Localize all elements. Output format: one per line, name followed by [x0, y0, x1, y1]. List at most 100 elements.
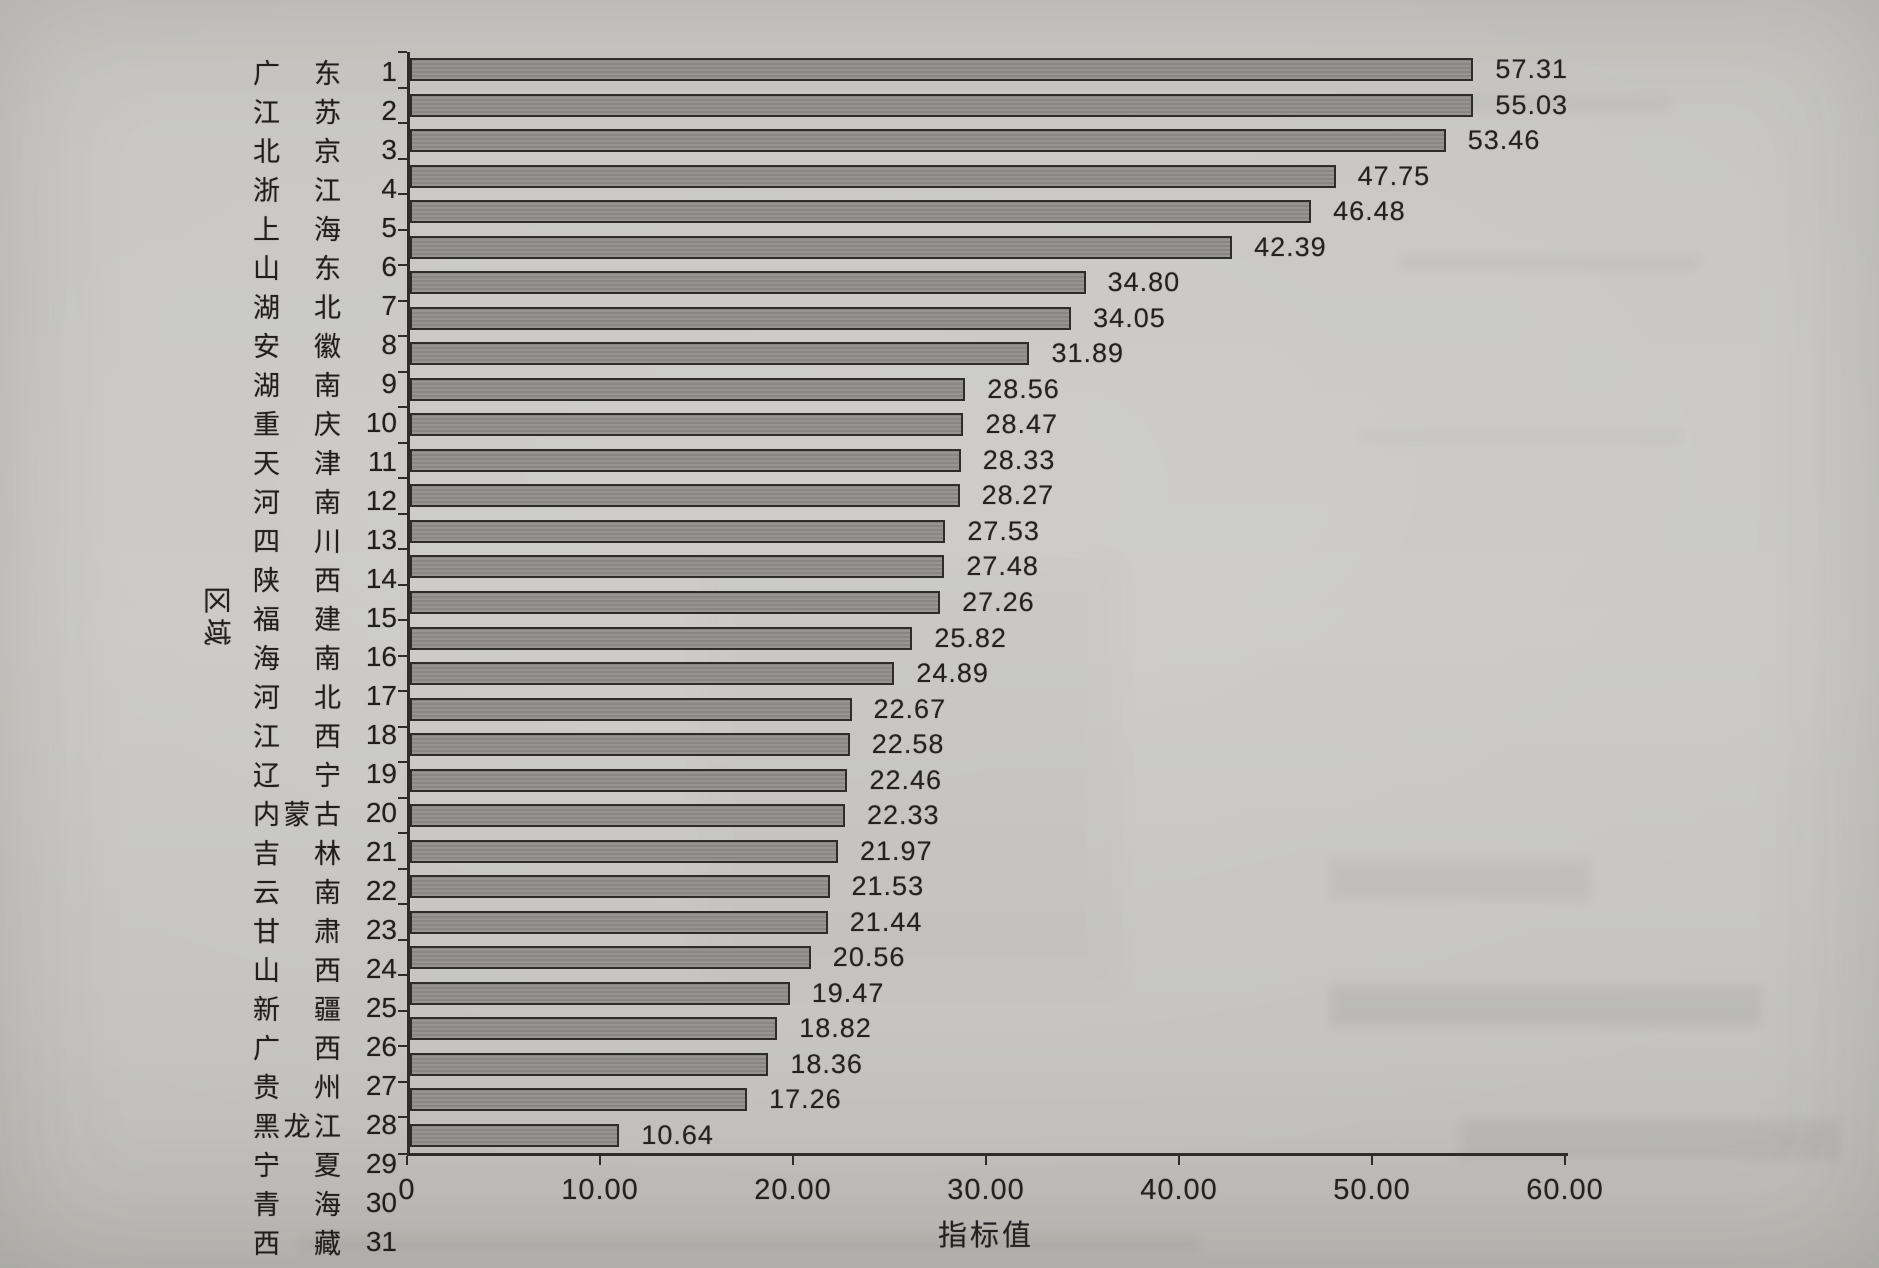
- rank-label: 6: [381, 250, 397, 282]
- y-axis-tick: [398, 938, 407, 941]
- value-label: 34.05: [1093, 302, 1166, 333]
- province-char: 甘: [253, 917, 280, 947]
- y-axis-title: 区域: [201, 585, 233, 651]
- bar: [410, 733, 850, 757]
- province-char: 宁: [253, 1151, 280, 1181]
- rank-label: 28: [365, 1108, 397, 1140]
- value-label: 28.56: [987, 373, 1060, 404]
- rank-label: 23: [365, 913, 397, 945]
- province-char: 安: [253, 332, 280, 362]
- y-axis-tick: [398, 1009, 407, 1012]
- bar: [410, 58, 1474, 82]
- bar-row: 18.36: [398, 1045, 1568, 1082]
- province-char: 江: [314, 176, 341, 206]
- x-axis-tick: [406, 1156, 408, 1165]
- bar-row: 20.56: [398, 938, 1568, 976]
- bar-row: 22.58: [398, 725, 1568, 763]
- bar: [410, 1088, 748, 1112]
- province-char: 山: [253, 254, 280, 284]
- category-row: 江西 18: [253, 715, 397, 754]
- category-row: 宁夏 29: [253, 1144, 397, 1183]
- province-label: 山东: [253, 247, 341, 286]
- province-label: 山西: [253, 949, 341, 988]
- x-axis-tick: [1564, 1156, 1566, 1165]
- y-axis-title-wrap: 区域: [186, 586, 250, 650]
- bar: [410, 1052, 769, 1076]
- bar-row: 34.05: [398, 299, 1568, 337]
- value-label: 17.26: [769, 1084, 842, 1115]
- bar-row: 47.75: [398, 157, 1568, 195]
- bar: [410, 910, 828, 934]
- province-char: 海: [253, 644, 280, 674]
- bar-row: 57.31: [398, 51, 1568, 88]
- province-char: 夏: [314, 1151, 341, 1181]
- rank-label: 9: [381, 367, 397, 399]
- rank-label: 11: [367, 445, 397, 477]
- y-axis-tick: [398, 335, 407, 338]
- province-char: 江: [253, 722, 280, 752]
- category-row: 新疆 25: [253, 988, 397, 1027]
- category-row: 甘肃 23: [253, 910, 397, 949]
- y-axis-tick: [398, 370, 407, 373]
- province-char: 广: [253, 59, 280, 89]
- province-label: 黑龙江: [253, 1105, 341, 1144]
- province-char: 南: [314, 371, 341, 401]
- rank-label: 29: [365, 1147, 397, 1179]
- value-label: 21.44: [849, 906, 923, 937]
- province-char: 川: [314, 527, 341, 557]
- value-label: 42.39: [1254, 231, 1327, 262]
- rank-label: 26: [365, 1030, 397, 1062]
- province-label: 湖北: [253, 286, 341, 325]
- province-char: 南: [314, 878, 341, 908]
- y-axis-tick: [398, 654, 407, 657]
- province-char: 青: [253, 1190, 280, 1220]
- bar-row: 27.53: [398, 512, 1568, 550]
- bar-row: 27.48: [398, 548, 1568, 585]
- y-axis-tick: [398, 1045, 407, 1048]
- province-char: 西: [314, 956, 341, 986]
- y-axis-tick: [398, 122, 407, 125]
- bar-row: 55.03: [398, 86, 1568, 124]
- bar-row: 22.33: [398, 796, 1568, 834]
- bar-row: 28.33: [398, 441, 1568, 479]
- province-label: 广西: [253, 1027, 341, 1066]
- value-label: 18.36: [790, 1048, 863, 1079]
- province-label: 北京: [253, 130, 341, 169]
- province-char: 林: [314, 839, 341, 869]
- x-axis-tick: [1371, 1156, 1373, 1165]
- province-char: 上: [253, 215, 280, 245]
- rank-label: 18: [365, 718, 397, 750]
- province-char: 东: [314, 254, 341, 284]
- x-tick-label: 0: [398, 1174, 416, 1206]
- value-label: 24.89: [916, 658, 989, 689]
- province-label: 青海: [253, 1183, 341, 1222]
- bar-row: 27.26: [398, 583, 1568, 621]
- category-row: 云南 22: [253, 871, 397, 910]
- value-label: 34.80: [1107, 267, 1181, 298]
- bar-row: 25.82: [398, 619, 1568, 656]
- value-label: 28.27: [981, 480, 1055, 511]
- value-label: 10.64: [641, 1119, 714, 1150]
- value-label: 22.67: [873, 693, 947, 724]
- province-char: 浙: [253, 176, 280, 206]
- province-label: 宁夏: [253, 1144, 341, 1183]
- value-label: 53.46: [1467, 125, 1541, 156]
- bar: [410, 519, 946, 543]
- province-char: 建: [314, 605, 341, 635]
- bar-row: 28.27: [398, 477, 1568, 514]
- rank-label: 19: [365, 757, 397, 789]
- x-tick-label: 10.00: [561, 1174, 639, 1206]
- province-char: 京: [314, 137, 341, 167]
- category-row: 青海 30: [253, 1183, 397, 1222]
- value-label: 28.33: [982, 444, 1056, 475]
- rank-label: 2: [381, 94, 397, 126]
- bleedthrough-smudge: [300, 1235, 1200, 1253]
- province-char: 东: [314, 59, 341, 89]
- value-label: 57.31: [1495, 54, 1568, 85]
- province-char: 四: [253, 527, 280, 557]
- province-label: 贵州: [253, 1066, 341, 1105]
